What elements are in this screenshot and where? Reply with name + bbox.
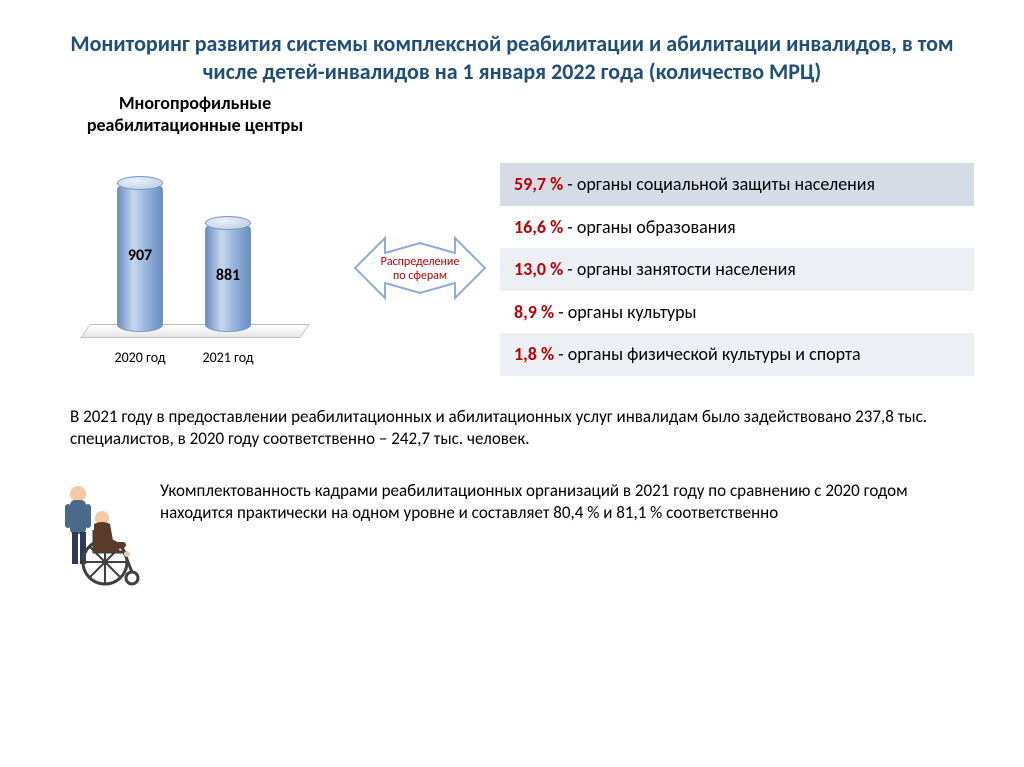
distribution-pct: 16,6 % (514, 216, 563, 238)
page-title: Мониторинг развития системы комплексной … (50, 30, 974, 85)
cylinder-chart: 907 2020 год 881 2021 год (65, 146, 325, 366)
distribution-table: 59,7 % - органы социальной защиты населе… (500, 163, 974, 376)
distribution-text: - органы культуры (554, 301, 696, 323)
distribution-row: 16,6 % - органы образования (500, 206, 974, 249)
chart-subtitle: Многопрофильные реабилитационные центры (50, 93, 340, 136)
bar-value-label: 881 (198, 266, 258, 285)
distribution-pct: 13,0 % (514, 258, 563, 280)
distribution-text: - органы физической культуры и спорта (554, 343, 861, 365)
wheelchair-people-icon (50, 480, 140, 595)
arrow-block: Распределение по сферам (350, 223, 490, 313)
distribution-pct: 59,7 % (514, 173, 563, 195)
bar-x-label: 2021 год (188, 349, 268, 366)
arrow-text-1: Распределение (381, 255, 460, 269)
distribution-text: - органы занятости населения (563, 258, 796, 280)
distribution-row: 13,0 % - органы занятости населения (500, 248, 974, 291)
distribution-row: 59,7 % - органы социальной защиты населе… (500, 163, 974, 206)
distribution-row: 1,8 % - органы физической культуры и спо… (500, 333, 974, 376)
arrow-text-2: по сферам (393, 269, 447, 283)
distribution-pct: 8,9 % (514, 301, 554, 323)
footer-paragraph-2: Укомплектованность кадрами реабилитацион… (160, 480, 974, 524)
chart-platform (80, 324, 310, 338)
bar-value-label: 907 (110, 246, 170, 265)
distribution-text: - органы образования (563, 216, 735, 238)
distribution-pct: 1,8 % (514, 343, 554, 365)
distribution-row: 8,9 % - органы культуры (500, 291, 974, 334)
bar-x-label: 2020 год (100, 349, 180, 366)
footer-row-2: Укомплектованность кадрами реабилитацион… (50, 480, 974, 595)
double-arrow-icon: Распределение по сферам (350, 223, 490, 313)
distribution-text: - органы социальной защиты населения (563, 173, 875, 195)
main-row: Многопрофильные реабилитационные центры … (50, 93, 974, 376)
footer-paragraph-1: В 2021 году в предоставлении реабилитаци… (50, 406, 974, 450)
chart-column: Многопрофильные реабилитационные центры … (50, 93, 340, 366)
